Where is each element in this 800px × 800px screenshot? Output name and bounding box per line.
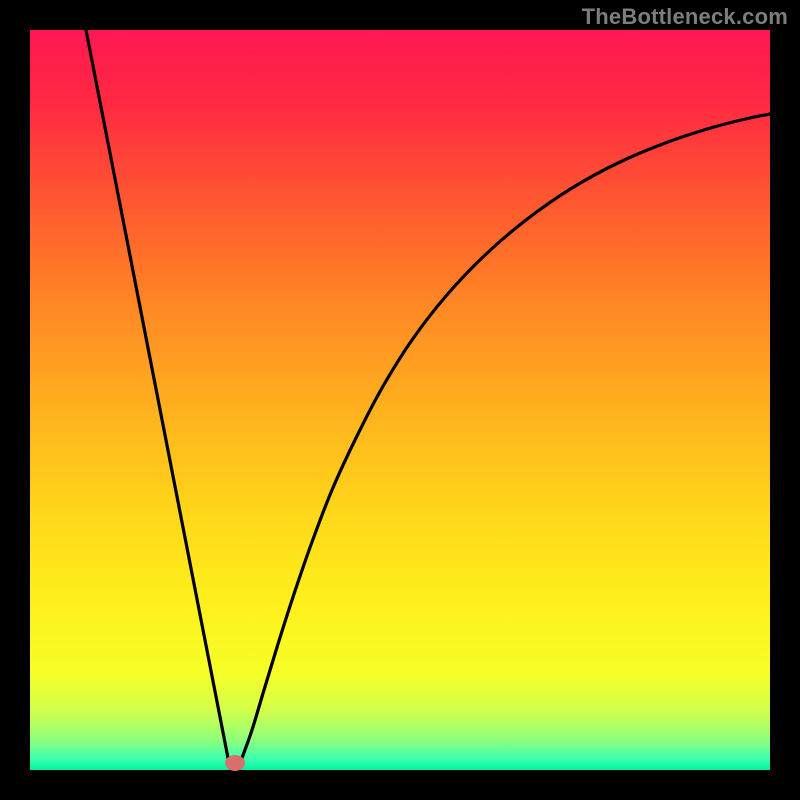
- watermark-text: TheBottleneck.com: [582, 4, 788, 30]
- bottleneck-curve: [30, 30, 770, 770]
- chart-container: TheBottleneck.com: [0, 0, 800, 800]
- plot-area: [30, 30, 770, 770]
- bottleneck-marker: [225, 755, 245, 771]
